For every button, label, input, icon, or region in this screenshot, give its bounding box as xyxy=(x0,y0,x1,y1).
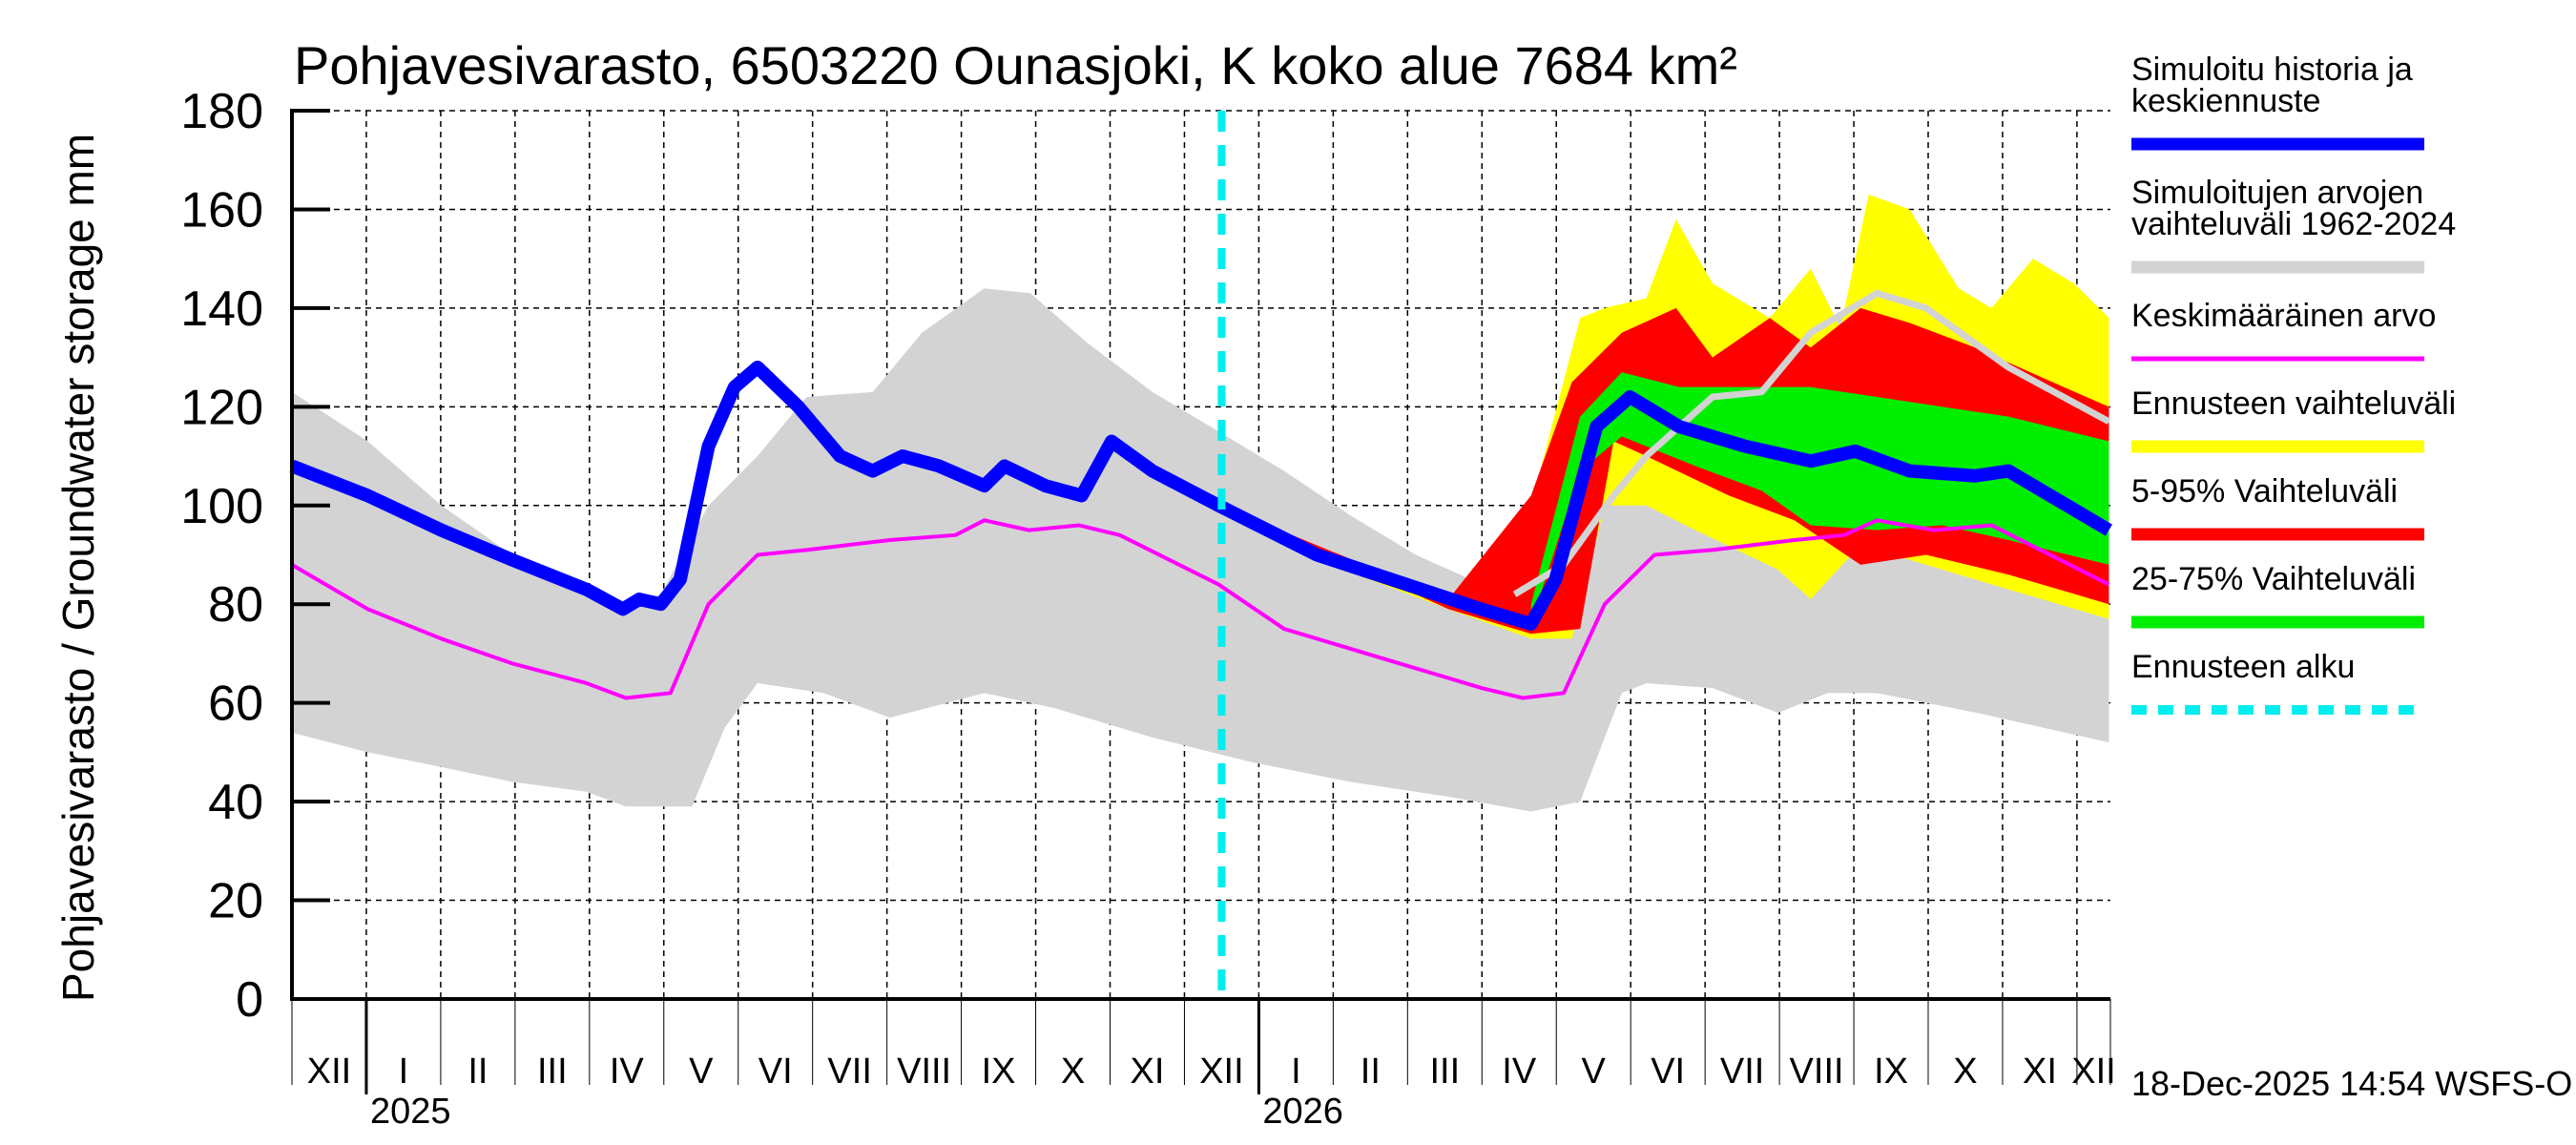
month-label: III xyxy=(537,1051,568,1092)
legend-item: Ennusteen vaihteluväli xyxy=(2131,385,2456,453)
legend-label: vaihteluväli 1962-2024 xyxy=(2131,206,2456,242)
month-label: XII xyxy=(1199,1051,1243,1092)
y-tick-label: 0 xyxy=(236,972,263,1028)
band-5-95 xyxy=(1219,307,2109,635)
month-label: X xyxy=(1953,1051,1977,1092)
historical-range-band xyxy=(292,288,2109,812)
legend-label: 5-95% Vaihteluväli xyxy=(2131,473,2398,510)
month-label: XI xyxy=(2023,1051,2057,1092)
legend: Simuloitu historia jakeskiennusteSimuloi… xyxy=(2131,52,2456,715)
legend-label: Simuloitujen arvojen xyxy=(2131,175,2423,211)
legend-label: keskiennuste xyxy=(2131,83,2320,119)
y-tick-label: 120 xyxy=(180,380,263,435)
month-label: VIII xyxy=(1790,1051,1844,1092)
month-label: VI xyxy=(1651,1051,1685,1092)
x-tick-labels: XII I II III IV V VI VII VIII IX X XI XII I II III IV V VI… xyxy=(307,1051,2116,1132)
month-label: X xyxy=(1061,1051,1085,1092)
y-tick-label: 140 xyxy=(180,281,263,337)
y-tick-label: 180 xyxy=(180,84,263,139)
simulated-median-line xyxy=(289,360,2112,631)
month-label: V xyxy=(689,1051,714,1092)
y-tick-labels: 0 20 40 60 80 100 120 140 160 180 xyxy=(180,84,263,1028)
year-label: 2026 xyxy=(1262,1092,1343,1132)
month-label: IV xyxy=(610,1051,645,1092)
y-tick-label: 40 xyxy=(208,775,263,830)
year-label: 2025 xyxy=(370,1092,451,1132)
month-label: XI xyxy=(1131,1051,1165,1092)
lines xyxy=(289,111,2112,999)
legend-item: 25-75% Vaihteluväli xyxy=(2131,561,2424,629)
month-label: XII xyxy=(2071,1051,2115,1092)
chart-title: Pohjavesivarasto, 6503220 Ounasjoki, K k… xyxy=(294,35,1737,95)
historical-max-line xyxy=(1512,289,2111,597)
month-label: IX xyxy=(982,1051,1016,1092)
month-label: I xyxy=(1291,1051,1301,1092)
legend-item: Keskimääräinen arvo xyxy=(2131,298,2436,362)
month-label: VIII xyxy=(897,1051,951,1092)
y-axis-label: Pohjavesivarasto / Groundwater storage m… xyxy=(53,134,103,1002)
y-tick-label: 100 xyxy=(180,479,263,534)
month-label: VII xyxy=(1720,1051,1764,1092)
y-tick-label: 80 xyxy=(208,577,263,633)
month-label: VI xyxy=(758,1051,793,1092)
mean-line xyxy=(290,518,2110,700)
y-tick-label: 20 xyxy=(208,874,263,929)
month-label: II xyxy=(467,1051,488,1092)
month-label: I xyxy=(399,1051,409,1092)
timestamp: 18-Dec-2025 14:54 WSFS-O xyxy=(2131,1064,2572,1103)
y-tick-label: 160 xyxy=(180,182,263,238)
month-label: IV xyxy=(1502,1051,1537,1092)
y-tick-label: 60 xyxy=(208,677,263,732)
month-label: XII xyxy=(307,1051,351,1092)
month-label: VII xyxy=(827,1051,871,1092)
legend-item: 5-95% Vaihteluväli xyxy=(2131,473,2424,541)
legend-label: 25-75% Vaihteluväli xyxy=(2131,561,2416,597)
axes xyxy=(290,109,2111,1094)
band-25-75 xyxy=(1530,372,2109,624)
month-label: III xyxy=(1429,1051,1460,1092)
legend-item: Ennusteen alku xyxy=(2131,649,2424,715)
legend-label: Ennusteen alku xyxy=(2131,649,2355,685)
month-label: IX xyxy=(1874,1051,1908,1092)
legend-label: Simuloitu historia ja xyxy=(2131,52,2413,88)
legend-label: Keskimääräinen arvo xyxy=(2131,298,2436,334)
legend-label: Ennusteen vaihteluväli xyxy=(2131,385,2456,422)
month-label: II xyxy=(1361,1051,1381,1092)
month-label: V xyxy=(1582,1051,1607,1092)
